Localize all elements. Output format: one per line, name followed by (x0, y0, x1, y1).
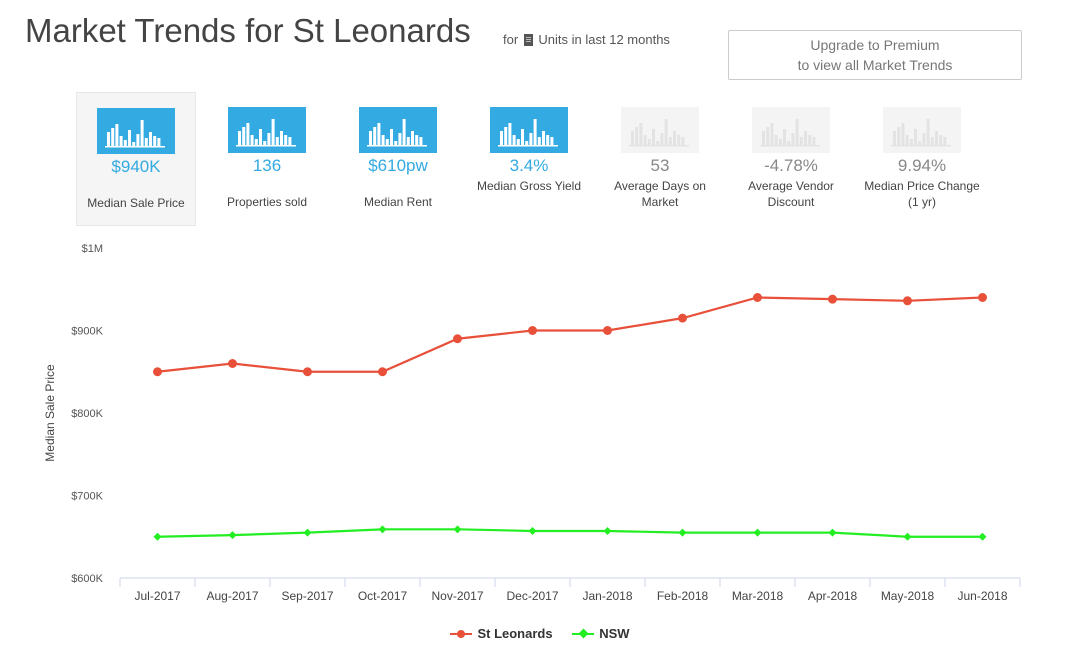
stat-label: Properties sold (226, 195, 308, 209)
locked-bar-chart-icon (883, 107, 961, 153)
data-point-nsw (603, 526, 612, 535)
data-point-nsw (903, 532, 912, 541)
stat-value: -4.78% (764, 156, 818, 175)
data-point-st-leonards (603, 326, 612, 335)
data-point-nsw (378, 525, 387, 534)
y-tick-label: $800K (71, 408, 103, 420)
stat-tile[interactable]: $940K Median Sale Price (76, 92, 196, 226)
y-tick-label: $700K (71, 491, 103, 503)
locked-bar-chart-icon (621, 107, 699, 153)
y-tick-label: $900K (71, 326, 103, 338)
data-point-nsw (303, 528, 312, 537)
x-tick-label: Jul-2017 (134, 589, 180, 603)
stat-value: 53 (650, 156, 670, 175)
series-line-nsw (157, 528, 983, 538)
data-point-nsw (978, 532, 987, 541)
data-point-nsw (153, 532, 162, 541)
x-tick-label: Nov-2017 (431, 589, 483, 603)
data-point-st-leonards (828, 294, 837, 304)
data-point-st-leonards (303, 367, 312, 377)
x-tick-label: Mar-2018 (732, 589, 784, 603)
stat-tile[interactable]: 3.4% Median Gross Yield (469, 92, 589, 226)
x-tick-label: Feb-2018 (657, 589, 709, 603)
property-type-filter[interactable]: Units in last 12 months (538, 32, 670, 47)
data-point-nsw (228, 531, 237, 540)
x-tick-label: Aug-2017 (206, 589, 258, 603)
data-point-nsw (528, 526, 537, 535)
premium-line-2: to view all Market Trends (797, 57, 953, 73)
y-tick-label: $600K (71, 573, 103, 585)
data-point-st-leonards (378, 367, 387, 377)
stat-value: 9.94% (897, 156, 947, 175)
x-tick-label: Jun-2018 (957, 589, 1007, 603)
data-point-nsw (753, 528, 762, 537)
y-tick-label: $1M (82, 243, 103, 255)
data-point-st-leonards (153, 367, 162, 377)
stat-value: 136 (252, 156, 282, 175)
stat-label: Median Rent (363, 195, 433, 209)
stat-label: Median Sale Price (87, 196, 185, 210)
legend-label: St Leonards (477, 626, 553, 641)
data-point-st-leonards (678, 313, 687, 323)
stat-tile[interactable]: $610pw Median Rent (338, 92, 458, 226)
subtitle: for Units in last 12 months (503, 32, 670, 47)
stat-value: $610pw (368, 156, 428, 175)
stat-label: Average Vendor Discount (748, 179, 834, 209)
legend-label: NSW (599, 626, 630, 641)
x-tick-label: Oct-2017 (358, 589, 408, 603)
legend-marker-circle-icon (450, 629, 473, 639)
stat-tile[interactable]: 53 Average Days on Market (600, 92, 720, 226)
data-point-st-leonards (228, 359, 237, 368)
data-point-st-leonards (453, 334, 462, 344)
data-point-st-leonards (978, 293, 987, 302)
stat-value: $940K (111, 157, 161, 176)
x-tick-label: Dec-2017 (506, 589, 558, 603)
bar-chart-icon (490, 107, 568, 153)
stat-label: Median Price Change (1 yr) (864, 179, 980, 209)
x-tick-label: Sep-2017 (281, 589, 333, 603)
x-tick-label: May-2018 (881, 589, 935, 603)
bar-chart-icon (359, 107, 437, 153)
median-price-line-chart: Median Sale Price $600K $700K $800K $900K $1M… (43, 243, 1021, 603)
legend-marker-diamond-icon (572, 629, 595, 639)
x-tick-label: Jan-2018 (582, 589, 632, 603)
page-title: Market Trends for St Leonards (25, 12, 471, 49)
data-point-st-leonards (528, 326, 537, 335)
stat-label: Median Gross Yield (476, 179, 582, 193)
chart-legend: St Leonards NSW (0, 626, 1080, 642)
data-point-nsw (828, 528, 837, 537)
stat-value: 3.4% (509, 156, 549, 175)
stat-tile[interactable]: 9.94% Median Price Change (1 yr) (862, 92, 982, 226)
upgrade-premium-button[interactable]: Upgrade to Premium to view all Market Tr… (728, 30, 1022, 80)
data-point-nsw (453, 525, 462, 534)
bar-chart-icon (97, 108, 175, 154)
stat-tile[interactable]: 136 Properties sold (207, 92, 327, 226)
stat-tile[interactable]: -4.78% Average Vendor Discount (731, 92, 851, 226)
y-axis-title: Median Sale Price (43, 364, 57, 462)
data-point-nsw (678, 528, 687, 537)
building-icon (523, 34, 533, 46)
x-tick-label: Apr-2018 (808, 589, 858, 603)
bar-chart-icon (228, 107, 306, 153)
legend-item-st-leonards[interactable]: St Leonards (450, 626, 553, 641)
legend-item-nsw[interactable]: NSW (572, 626, 630, 641)
premium-line-1: Upgrade to Premium (810, 37, 940, 53)
series-line-st-leonards (157, 296, 983, 373)
locked-bar-chart-icon (752, 107, 830, 153)
subtitle-prefix: for (503, 32, 519, 47)
data-point-st-leonards (903, 296, 912, 306)
data-point-st-leonards (753, 293, 762, 302)
stat-label: Average Days on Market (614, 179, 706, 209)
